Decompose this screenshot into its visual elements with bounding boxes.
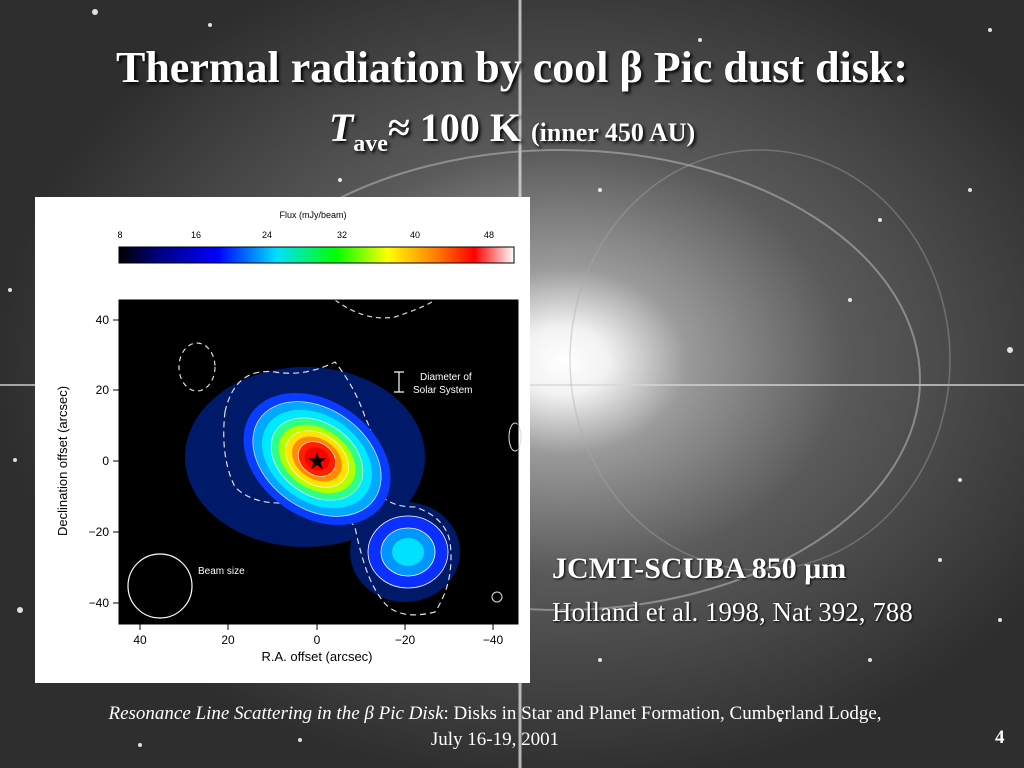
colorbar bbox=[118, 246, 515, 264]
beam-size-label: Beam size bbox=[198, 566, 245, 577]
scale-bar-label-line1: Diameter of bbox=[420, 372, 472, 383]
footer-event: : Disks in Star and Planet Formation, Cu… bbox=[443, 703, 882, 724]
y-tick-label: 0 bbox=[102, 454, 109, 468]
footer-talk-title: Resonance Line Scattering in the β Pic D… bbox=[108, 703, 443, 724]
x-tick-label: 0 bbox=[314, 633, 321, 647]
reference-citation: Holland et al. 1998, Nat 392, 788 bbox=[552, 597, 913, 627]
colorbar-tick: 40 bbox=[410, 230, 420, 240]
slide-footer: Resonance Line Scattering in the β Pic D… bbox=[20, 701, 970, 753]
colorbar-tick: 24 bbox=[262, 230, 272, 240]
footer-title-rest: Pic Disk bbox=[373, 703, 444, 724]
axis-tick-marks bbox=[113, 319, 494, 630]
footer-date: July 16-19, 2001 bbox=[430, 729, 560, 750]
instrument-unit: μm bbox=[804, 552, 847, 585]
colorbar-ticks: 8 16 24 32 40 48 bbox=[117, 230, 494, 240]
x-axis-label: R.A. offset (arcsec) bbox=[261, 649, 372, 664]
title-temperature-value: ≈ 100 K bbox=[387, 105, 531, 150]
title-temperature-symbol: T bbox=[328, 105, 354, 150]
x-tick-label: −20 bbox=[395, 633, 416, 647]
y-tick-label: 20 bbox=[96, 383, 110, 397]
y-tick-label: −40 bbox=[89, 596, 110, 610]
footer-title-prefix: Resonance Line Scattering in the bbox=[108, 703, 365, 724]
colorbar-tick: 8 bbox=[117, 230, 122, 240]
colorbar-title: Flux (mJy/beam) bbox=[279, 210, 346, 220]
scale-bar-label-line2: Solar System bbox=[413, 385, 472, 396]
y-tick-label: −20 bbox=[89, 525, 110, 539]
x-tick-label: 20 bbox=[221, 633, 235, 647]
star-icon: ★ bbox=[306, 449, 328, 475]
beam-size-circle bbox=[127, 553, 193, 619]
colorbar-tick: 48 bbox=[484, 230, 494, 240]
solar-system-scale-bar bbox=[394, 371, 404, 393]
dust-disk-map-figure: Flux (mJy/beam) 8 16 24 32 40 48 bbox=[35, 197, 530, 683]
instrument-name: JCMT-SCUBA 850 bbox=[552, 552, 805, 585]
y-tick-label: 40 bbox=[96, 313, 110, 327]
colorbar-tick: 16 bbox=[191, 230, 201, 240]
footer-title-beta: β bbox=[364, 703, 374, 724]
flux-map: Diameter of Solar System Beam size ★ bbox=[118, 299, 522, 625]
slide-title: Thermal radiation by cool β Pic dust dis… bbox=[115, 43, 909, 92]
y-axis-label: Declination offset (arcsec) bbox=[55, 386, 70, 536]
x-tick-label: −40 bbox=[483, 633, 504, 647]
title-subscript: ave bbox=[353, 131, 388, 157]
slide-subtitle: Tave≈ 100 K (inner 450 AU) bbox=[0, 104, 1024, 158]
colorbar-tick: 32 bbox=[337, 230, 347, 240]
page-number: 4 bbox=[995, 727, 1005, 748]
x-tick-label: 40 bbox=[133, 633, 147, 647]
title-note: (inner 450 AU) bbox=[530, 118, 696, 147]
instrument-label: JCMT-SCUBA 850 μm bbox=[552, 552, 846, 586]
